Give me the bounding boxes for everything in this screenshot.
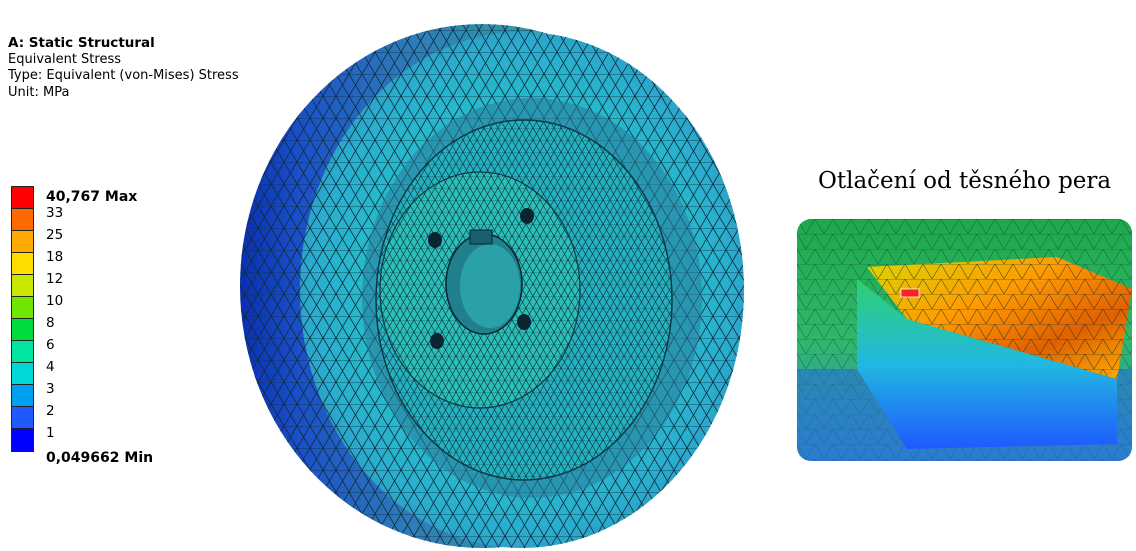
result-header: A: Static Structural Equivalent Stress T… bbox=[8, 35, 239, 101]
legend-level-label: 25 bbox=[46, 227, 64, 243]
legend-level-label: 6 bbox=[46, 337, 55, 353]
result-unit: Unit: MPa bbox=[8, 84, 70, 100]
legend-swatch bbox=[11, 296, 34, 319]
legend-swatch bbox=[11, 318, 34, 341]
bolt-hole-icon bbox=[517, 314, 531, 330]
legend-swatch bbox=[11, 340, 34, 363]
inset-caption: Otlačení od těsného pera bbox=[818, 168, 1112, 194]
legend-level-label: 8 bbox=[46, 315, 55, 331]
fe-model-view[interactable] bbox=[232, 8, 772, 548]
legend-swatch bbox=[11, 274, 34, 297]
legend-level-label: 18 bbox=[46, 249, 64, 265]
legend-swatch bbox=[11, 230, 34, 253]
legend-level-label: 4 bbox=[46, 359, 55, 375]
key-side-face bbox=[857, 279, 1117, 449]
bolt-hole-icon bbox=[428, 232, 442, 248]
max-stress-marker bbox=[900, 288, 920, 298]
legend-max-label: 40,767 Max bbox=[46, 189, 138, 205]
legend-level-label: 33 bbox=[46, 205, 64, 221]
legend-swatch bbox=[11, 252, 34, 275]
legend-level-label: 10 bbox=[46, 293, 64, 309]
analysis-title: A: Static Structural bbox=[8, 35, 155, 51]
result-name: Equivalent Stress bbox=[8, 51, 122, 67]
legend-min-label: 0,049662 Min bbox=[46, 450, 154, 466]
legend-level-label: 2 bbox=[46, 403, 55, 419]
bolt-hole-icon bbox=[520, 208, 534, 224]
legend-swatch bbox=[11, 362, 34, 385]
result-type: Type: Equivalent (von-Mises) Stress bbox=[8, 68, 239, 83]
legend-swatch bbox=[11, 406, 34, 429]
legend-level-label: 12 bbox=[46, 271, 64, 287]
keyway-detail-view[interactable] bbox=[797, 219, 1132, 461]
legend-level-label: 1 bbox=[46, 425, 55, 441]
shaft-bore-inner bbox=[460, 244, 520, 328]
legend-swatch bbox=[11, 208, 34, 231]
legend-swatch bbox=[11, 428, 34, 452]
legend-swatch bbox=[11, 186, 34, 209]
bolt-hole-icon bbox=[430, 333, 444, 349]
legend-level-label: 3 bbox=[46, 381, 55, 397]
key-top-face-mesh bbox=[867, 257, 1132, 379]
legend-swatch bbox=[11, 384, 34, 407]
keyway bbox=[469, 229, 493, 245]
